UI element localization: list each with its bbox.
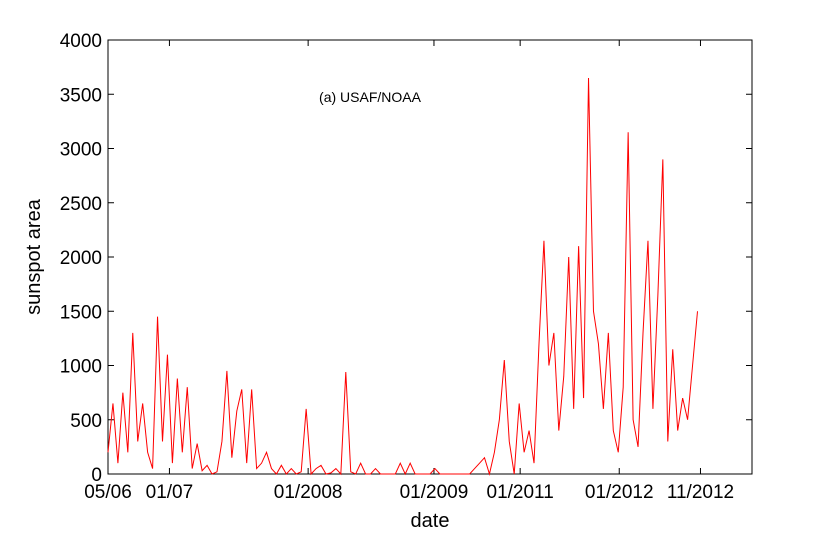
x-tick-label: 01/2008 — [274, 482, 343, 503]
y-tick-label: 2500 — [60, 194, 102, 215]
y-tick-label: 1000 — [60, 357, 102, 378]
x-tick-label: 11/2012 — [667, 482, 734, 503]
y-tick-label: 3000 — [60, 140, 102, 161]
x-tick-label: 01/2011 — [487, 482, 554, 503]
x-tick-label: 01/2009 — [400, 482, 469, 503]
plot-frame — [107, 39, 753, 475]
y-axis-label: sunspot area — [23, 198, 45, 315]
annotation: (a) USAF/NOAA — [319, 89, 422, 105]
y-tick-label: 0 — [91, 465, 102, 486]
x-axis-label: date — [411, 510, 450, 532]
y-tick-label: 4000 — [60, 31, 102, 52]
y-tick-label: 2000 — [60, 248, 102, 269]
y-tick-label: 1500 — [60, 302, 102, 323]
y-tick-label: 3500 — [60, 85, 102, 106]
y-tick-label: 500 — [70, 411, 102, 432]
x-tick-label: 05/06 — [84, 482, 132, 503]
line — [107, 77, 699, 476]
x-tick-label: 01/07 — [146, 482, 194, 503]
x-tick-label: 01/2012 — [585, 482, 654, 503]
